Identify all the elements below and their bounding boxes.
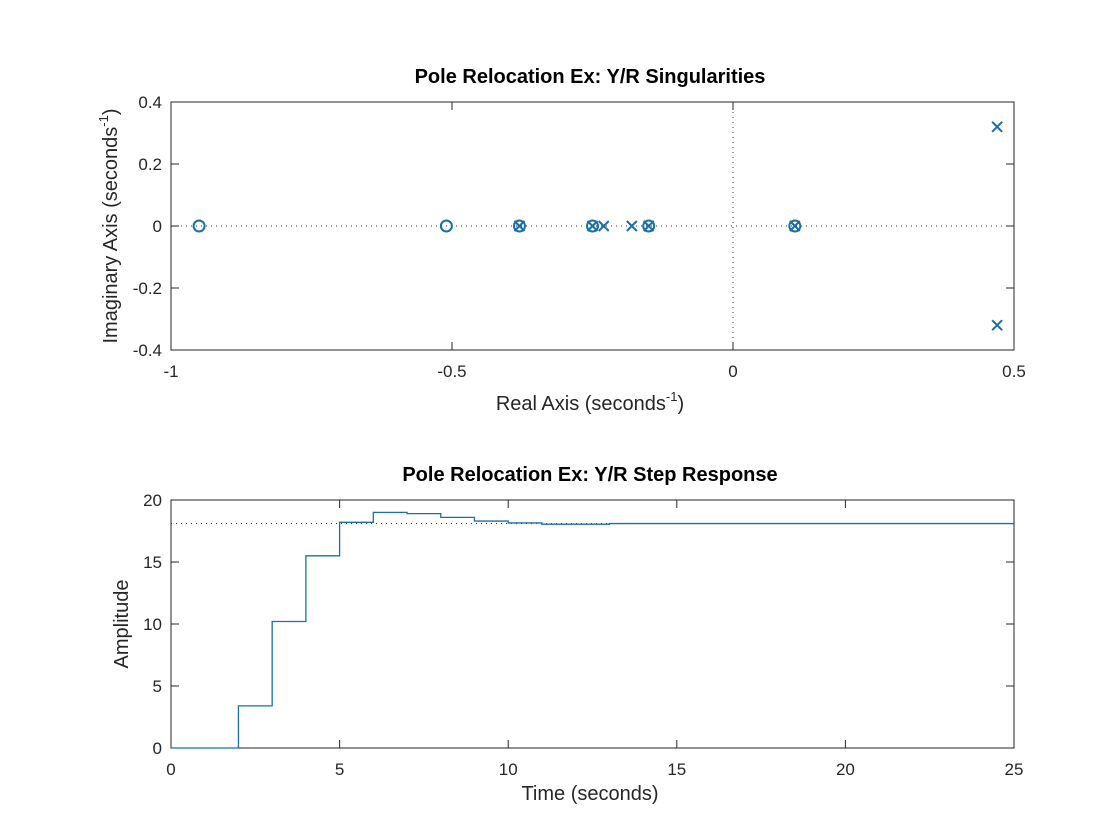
pole-marker [642, 220, 655, 232]
pole-zero-x-tick-label: -0.5 [437, 362, 466, 381]
pole-marker-stroke [586, 220, 599, 232]
zero-marker [439, 219, 453, 233]
pole-zero-x-tick-label: -1 [163, 362, 178, 381]
pole-marker-stroke [789, 220, 801, 232]
zero-marker [788, 219, 802, 233]
step-response-ticks: 0 5 10 15 20 25 0 5 10 15 20 [143, 491, 1023, 779]
pole-marker [586, 220, 599, 232]
step-response-x-tick-label: 20 [836, 760, 855, 779]
step-response-line [171, 511, 1014, 749]
pole-marker [598, 220, 610, 232]
pole-zero-x-tick-label: 0.5 [1002, 362, 1026, 381]
step-response-series [171, 511, 1014, 749]
step-response-y-tick-label: 20 [143, 491, 162, 510]
step-response-x-tick-label: 5 [335, 760, 344, 779]
zero-marker [586, 219, 599, 233]
pole-zero-x-axis-label: Real Axis (seconds-1) [496, 389, 684, 415]
pole-zero-y-axis-label: Imaginary Axis (seconds-1) [96, 109, 122, 344]
pole-zero-x-axis-label-text: Real Axis (seconds [496, 393, 666, 415]
step-response-title: Pole Relocation Ex: Y/R Step Response [402, 464, 777, 486]
step-response-x-tick-label: 0 [166, 760, 175, 779]
pole-zero-y-tick-label: -0.2 [133, 279, 162, 298]
pole-zero-x-axis-label-tail: ) [677, 393, 684, 415]
pole-zero-y-tick-label: 0.4 [138, 93, 162, 112]
step-response-y-tick-label: 10 [143, 615, 162, 634]
pole-zero-reference-lines [171, 102, 1014, 350]
pole-zero-y-axis-label-text: Imaginary Axis (seconds [100, 127, 122, 344]
pole-marker [789, 220, 801, 232]
zero-marker [512, 219, 526, 233]
pole-zero-y-axis-label-exponent: -1 [96, 115, 111, 127]
pole-zero-y-axis-label-tail: ) [100, 109, 122, 116]
zero-marker [192, 219, 206, 233]
pole-zero-y-tick-label: -0.4 [133, 341, 162, 360]
pole-zero-x-axis-label-exponent: -1 [666, 389, 678, 404]
pole-marker-stroke [991, 319, 1003, 331]
pole-zero-y-tick-label: 0.2 [138, 155, 162, 174]
zero-marker [642, 219, 656, 233]
step-response-chart: Pole Relocation Ex: Y/R Step Response 0 5… [111, 464, 1023, 805]
pole-marker-stroke [991, 121, 1003, 133]
zero-markers [192, 219, 802, 233]
step-response-y-tick-label: 0 [153, 739, 162, 758]
pole-marker-stroke [626, 220, 638, 232]
pole-marker [626, 220, 638, 232]
pole-zero-x-tick-label: 0 [728, 362, 737, 381]
step-response-y-axis-label: Amplitude [111, 580, 133, 669]
step-response-y-tick-label: 5 [153, 677, 162, 696]
step-response-y-tick-label: 15 [143, 553, 162, 572]
pole-markers [513, 121, 1003, 331]
step-response-plot-area [170, 499, 1015, 749]
pole-marker [513, 220, 526, 232]
pole-zero-chart: Pole Relocation Ex: Y/R Singularities -1… [96, 66, 1026, 415]
step-response-x-tick-label: 10 [499, 760, 518, 779]
step-response-x-tick-label: 15 [667, 760, 686, 779]
pole-zero-title: Pole Relocation Ex: Y/R Singularities [415, 66, 766, 88]
pole-marker [991, 319, 1003, 331]
pole-marker-stroke [513, 220, 526, 232]
pole-marker-stroke [598, 220, 610, 232]
pole-marker-stroke [642, 220, 655, 232]
pole-zero-ticks: -1 -0.5 0 0.5 -0.4 -0.2 0 0.2 0.4 [133, 93, 1026, 381]
pole-zero-y-tick-label: 0 [153, 217, 162, 236]
step-response-x-axis-label: Time (seconds) [521, 783, 658, 805]
pole-marker [991, 121, 1003, 133]
step-response-x-tick-label: 25 [1005, 760, 1024, 779]
